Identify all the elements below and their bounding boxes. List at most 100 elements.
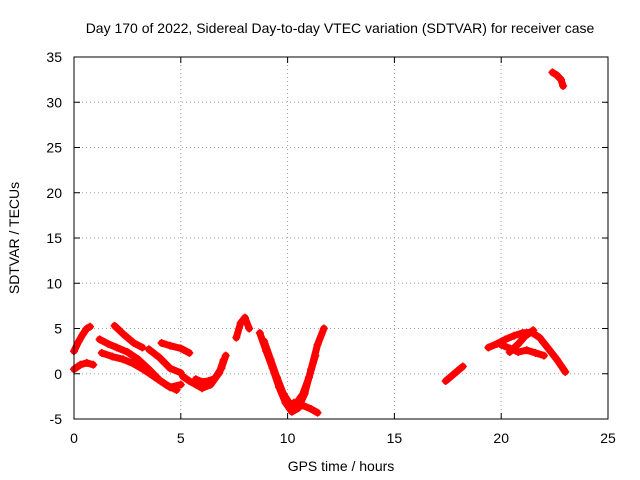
data-point — [245, 324, 254, 333]
data-point — [458, 362, 467, 371]
trace-arc-1 — [70, 323, 94, 355]
data-point — [89, 360, 98, 369]
data-point — [514, 339, 523, 348]
trace-arc-13 — [290, 399, 321, 417]
data-point — [144, 345, 153, 354]
data-point — [97, 348, 106, 357]
data-point — [176, 380, 185, 389]
data-point — [217, 364, 226, 373]
data-point — [557, 75, 566, 84]
data-point — [510, 331, 519, 340]
trace-arc-2 — [70, 359, 97, 373]
y-tick-label: 35 — [46, 49, 62, 65]
data-point — [531, 348, 540, 357]
data-point — [104, 339, 113, 348]
x-tick-label: 10 — [280, 430, 296, 446]
y-tick-label: 25 — [46, 140, 62, 156]
data-point — [298, 390, 307, 399]
data-point — [176, 344, 185, 353]
data-point — [185, 376, 194, 385]
data-point — [119, 329, 128, 338]
data-point — [134, 355, 143, 364]
data-point — [240, 313, 249, 322]
data-point — [76, 360, 85, 369]
trace-arc-17 — [506, 326, 537, 356]
data-point — [185, 348, 194, 357]
data-point — [210, 374, 219, 383]
y-tick-label: 30 — [46, 94, 62, 110]
data-point — [520, 332, 529, 341]
data-point — [484, 343, 493, 352]
data-point — [232, 333, 241, 342]
data-point — [78, 330, 87, 339]
chart-title: Day 170 of 2022, Sidereal Day-to-day VTE… — [86, 20, 595, 36]
data-point — [236, 319, 245, 328]
data-point — [287, 407, 296, 416]
y-tick-label: 20 — [46, 185, 62, 201]
data-point — [108, 352, 117, 361]
trace-arc-6 — [145, 345, 185, 377]
data-point — [166, 341, 175, 350]
data-point — [86, 322, 95, 331]
data-traces — [70, 68, 570, 417]
x-tick-label: 20 — [493, 430, 509, 446]
data-point — [448, 371, 457, 380]
data-point — [204, 376, 213, 385]
data-point — [221, 351, 230, 360]
data-point — [552, 355, 561, 364]
data-point — [191, 375, 200, 384]
trace-arc-18 — [549, 68, 567, 90]
data-point — [279, 389, 288, 398]
data-point — [514, 348, 523, 357]
data-point — [559, 81, 568, 90]
grid-lines — [74, 57, 608, 419]
data-point — [522, 346, 531, 355]
data-point — [157, 338, 166, 347]
data-point — [501, 335, 510, 344]
y-tick-label: 0 — [54, 366, 62, 382]
data-point — [529, 326, 538, 335]
data-point — [290, 398, 299, 407]
data-point — [311, 351, 320, 360]
data-point — [198, 377, 207, 386]
data-point — [260, 337, 269, 346]
y-tick-label: 15 — [46, 230, 62, 246]
trace-arc-14 — [442, 363, 467, 385]
trace-arc-7 — [158, 339, 193, 357]
y-axis-label: SDTVAR / TECUs — [6, 182, 22, 294]
data-point — [166, 364, 175, 373]
data-point — [539, 351, 548, 360]
data-point — [123, 348, 132, 357]
data-point — [95, 335, 104, 344]
data-point — [82, 358, 91, 367]
y-tick-label: 5 — [54, 321, 62, 337]
x-tick-label: 0 — [70, 430, 78, 446]
data-point — [313, 340, 322, 349]
data-point — [155, 353, 164, 362]
data-point — [505, 348, 514, 357]
data-point — [548, 68, 557, 77]
trace-arc-10 — [232, 314, 253, 342]
x-axis-label: GPS time / hours — [288, 458, 395, 474]
data-point — [161, 380, 170, 389]
data-point — [178, 372, 187, 381]
data-point — [151, 373, 160, 382]
data-point — [140, 366, 149, 375]
data-point — [112, 343, 121, 352]
data-point — [454, 366, 463, 375]
data-point — [535, 333, 544, 342]
data-point — [441, 376, 450, 385]
data-point — [74, 338, 83, 347]
axis-ticks: 0 5 10 15 20 25 -5 0 5 10 15 20 25 30 35 — [46, 49, 616, 446]
y-tick-label: 10 — [46, 275, 62, 291]
x-tick-label: 25 — [600, 430, 616, 446]
data-point — [255, 329, 264, 338]
data-point — [172, 386, 181, 395]
data-point — [319, 324, 328, 333]
trace-arc-5 — [111, 322, 146, 351]
y-tick-label: -5 — [50, 411, 63, 427]
data-point — [304, 373, 313, 382]
data-point — [138, 343, 147, 352]
data-point — [561, 367, 570, 376]
